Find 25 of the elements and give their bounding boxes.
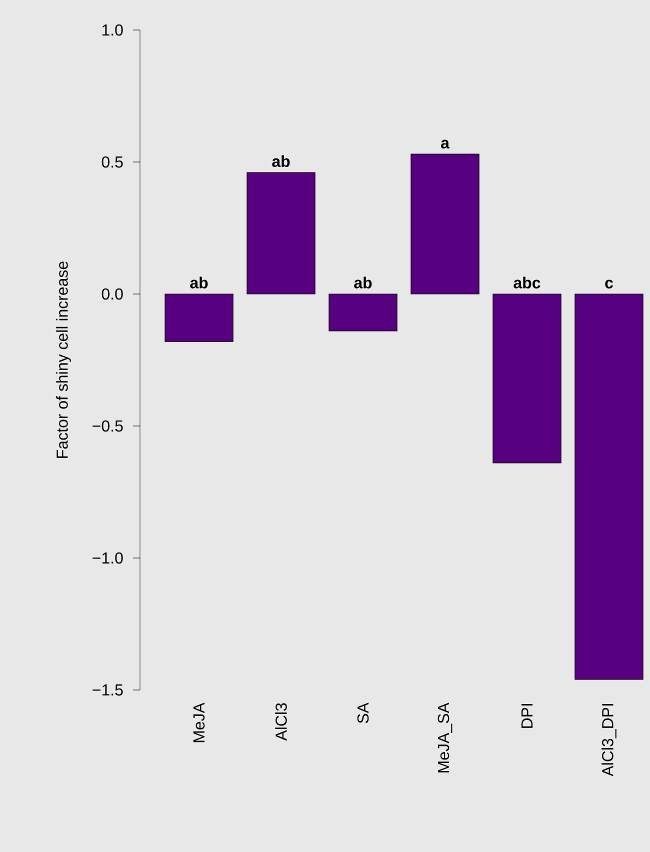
annotation: abc (514, 276, 540, 288)
y-axis-title: Factor of shiny cell increase (56, 262, 72, 458)
annotation: ab (272, 155, 290, 168)
annotation: ab (190, 276, 208, 288)
bar (328, 294, 398, 332)
bar (574, 294, 644, 680)
y-tick-label: 1.0 (102, 24, 123, 36)
x-tick-label: AlCl3_DPI (602, 704, 616, 776)
y-tick-label: −1.0 (92, 552, 123, 564)
x-tick-label: DPI (521, 704, 533, 728)
bar (246, 172, 316, 294)
annotation: c (605, 280, 613, 288)
bar (410, 154, 480, 294)
y-tick-label: −1.5 (92, 684, 123, 696)
annotation: a (441, 140, 450, 149)
bar (492, 294, 562, 464)
bar (164, 294, 234, 342)
x-tick-label: MeJA_SA (438, 702, 452, 772)
x-tick-label: AlCl3 (275, 703, 287, 741)
y-tick-label: −0.5 (92, 420, 123, 432)
x-tick-label: SA (357, 702, 369, 724)
y-tick-label: 0.5 (102, 156, 123, 168)
annotation: ab (354, 276, 372, 288)
x-tick-label: MeJA (193, 702, 205, 742)
y-tick-label: 0.0 (102, 288, 123, 300)
